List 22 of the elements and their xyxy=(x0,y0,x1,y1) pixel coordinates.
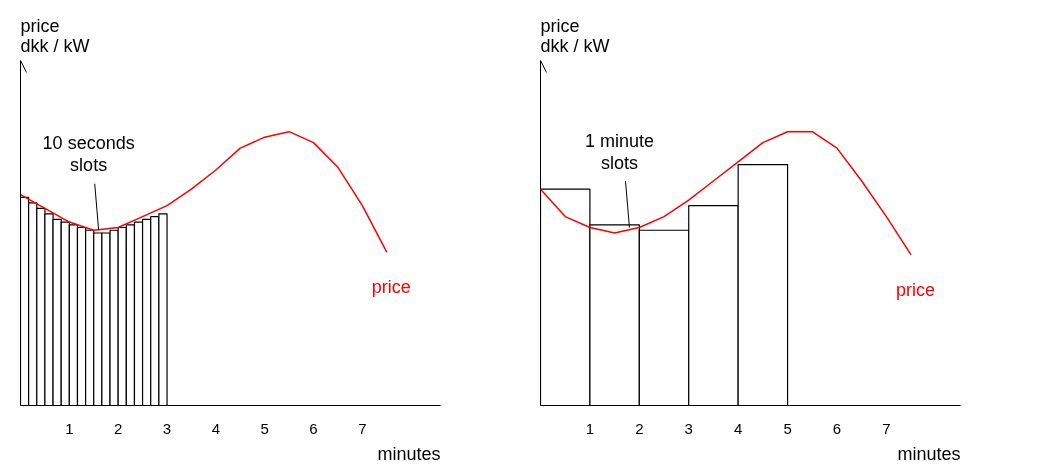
x-tick-label: 6 xyxy=(832,419,842,437)
x-tick-label: 2 xyxy=(635,419,644,437)
y-axis-title: price dkk / kW xyxy=(20,15,90,56)
series-label: price xyxy=(896,279,936,300)
annotation: 10 seconds slots xyxy=(42,133,135,176)
x-tick-label: 6 xyxy=(309,419,318,437)
x-tick-label: 1 xyxy=(585,419,595,437)
x-tick-label: 1 xyxy=(65,419,74,437)
x-axis-title: minutes xyxy=(897,443,961,464)
x-tick-label: 4 xyxy=(211,419,221,437)
x-tick-label: 7 xyxy=(882,419,891,437)
x-tick-label: 5 xyxy=(260,419,269,437)
y-axis-title: price dkk / kW xyxy=(540,15,610,56)
x-tick-label: 5 xyxy=(783,419,792,437)
x-tick-label: 4 xyxy=(733,419,743,437)
annotation: 1 minute slots xyxy=(584,130,654,173)
x-tick-label: 2 xyxy=(114,419,123,437)
x-tick-label: 3 xyxy=(684,419,693,437)
series-label: price xyxy=(371,277,411,298)
x-axis-title: minutes xyxy=(377,443,441,464)
x-tick-label: 7 xyxy=(358,419,367,437)
x-tick-label: 3 xyxy=(162,419,172,437)
